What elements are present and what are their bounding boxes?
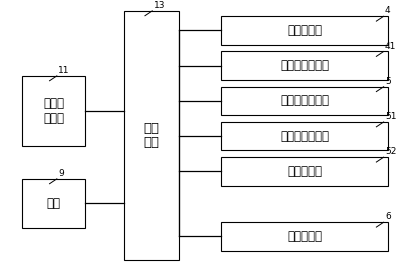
- Bar: [221, 122, 387, 150]
- Bar: [221, 51, 387, 80]
- Bar: [22, 76, 85, 146]
- Bar: [124, 11, 178, 260]
- Text: 5: 5: [384, 77, 390, 86]
- Text: 4: 4: [384, 7, 390, 15]
- Bar: [22, 179, 85, 228]
- Bar: [221, 16, 387, 45]
- Text: 9: 9: [58, 169, 64, 178]
- Text: 直行信号碟: 直行信号碟: [286, 165, 321, 178]
- Text: 52: 52: [384, 147, 395, 156]
- Text: 第一左转信号碟: 第一左转信号碟: [279, 95, 328, 107]
- Text: 左转引导碟: 左转引导碟: [286, 24, 321, 37]
- Text: 非机动车引导碟: 非机动车引导碟: [279, 59, 328, 72]
- Text: 51: 51: [384, 112, 395, 121]
- Bar: [221, 157, 387, 186]
- Text: 6: 6: [384, 212, 390, 221]
- Text: 第二左转信号碟: 第二左转信号碟: [279, 130, 328, 143]
- Text: 左转箭头碟: 左转箭头碟: [286, 230, 321, 243]
- Bar: [221, 87, 387, 115]
- Bar: [221, 222, 387, 251]
- Text: 13: 13: [153, 1, 164, 10]
- Text: 机动车
信号灯: 机动车 信号灯: [43, 97, 64, 125]
- Text: 41: 41: [384, 42, 395, 51]
- Text: 11: 11: [58, 66, 69, 75]
- Text: 微控
制器: 微控 制器: [143, 121, 159, 150]
- Text: 电源: 电源: [47, 197, 61, 210]
